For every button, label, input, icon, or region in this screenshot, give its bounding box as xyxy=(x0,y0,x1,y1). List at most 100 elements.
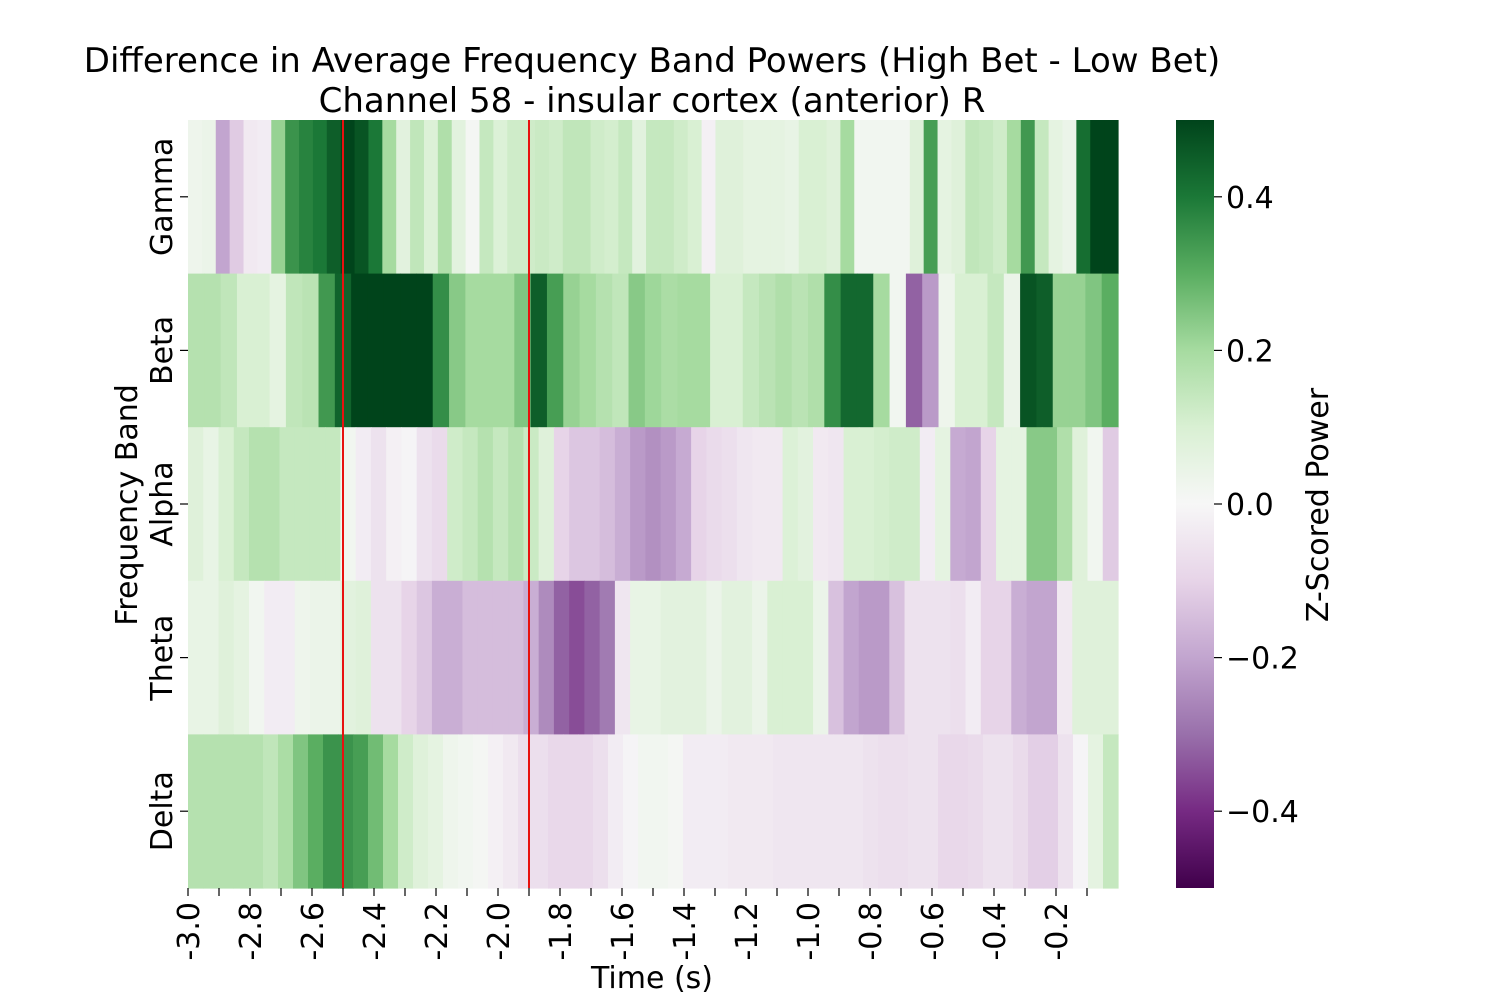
heatmap-cell xyxy=(599,580,616,735)
heatmap-cell xyxy=(548,734,564,889)
heatmap-cell xyxy=(797,427,814,582)
heatmap-cell xyxy=(743,120,758,275)
heatmap-cell xyxy=(590,120,606,275)
heatmap-cell xyxy=(980,427,997,582)
heatmap-cell xyxy=(715,120,730,275)
heatmap-cell xyxy=(1013,734,1029,889)
heatmap-cell xyxy=(721,580,738,735)
heatmap-cell xyxy=(1104,120,1119,275)
heatmap-cell xyxy=(632,120,647,275)
heatmap-cell xyxy=(1028,734,1044,889)
heatmap-cell xyxy=(264,427,281,582)
heatmap-cell xyxy=(848,734,864,889)
x-tick-label: -1.8 xyxy=(544,902,579,961)
heatmap-cell xyxy=(873,273,891,428)
heatmap-cell xyxy=(533,734,549,889)
heatmap-cell xyxy=(481,273,499,428)
colorbar-tick-label: 0.2 xyxy=(1226,334,1274,369)
colorbar-tick-label: −0.2 xyxy=(1226,642,1299,677)
heatmap-cell xyxy=(630,580,646,735)
heatmap-cell xyxy=(996,580,1012,735)
heatmap-cell xyxy=(299,120,314,275)
heatmap-cell xyxy=(687,120,703,275)
heatmap-cell xyxy=(447,427,464,582)
heatmap-cell xyxy=(954,273,972,428)
heatmap-cell xyxy=(644,273,662,428)
y-axis: Gamma Beta Alpha Theta Delta xyxy=(145,138,188,851)
heatmap-cell xyxy=(553,580,570,735)
colorbar-tick-label: −0.4 xyxy=(1226,795,1299,830)
heatmap-cell xyxy=(773,734,789,889)
heatmap-cell xyxy=(285,273,303,428)
heatmap-cell xyxy=(595,273,613,428)
heatmap-cell xyxy=(919,427,936,582)
heatmap-cell xyxy=(1020,273,1038,428)
heatmap-cell xyxy=(784,120,800,275)
heatmap-cell xyxy=(706,580,723,735)
colorbar-tick-label: 0.0 xyxy=(1226,488,1274,523)
heatmap-cell xyxy=(980,580,997,735)
heatmap-cell xyxy=(220,273,238,428)
heatmap-cell xyxy=(508,427,525,582)
heatmap-cell xyxy=(673,120,689,275)
heatmap-cell xyxy=(579,273,597,428)
heatmap-cell xyxy=(775,273,793,428)
heatmap-cell xyxy=(1101,273,1119,428)
heatmap-cell xyxy=(492,427,509,582)
heatmap-cell xyxy=(646,120,661,275)
x-axis: -3.0 -2.8 -2.6 -2.4 -2.2 -2.0 -1.8 -1.6 -1.4 -1.2… xyxy=(172,888,1088,961)
heatmap-cell xyxy=(503,734,519,889)
x-tick-label: -0.8 xyxy=(854,902,889,961)
heatmap-cell xyxy=(437,120,453,275)
heatmap-cell xyxy=(935,580,951,735)
heatmap-cell xyxy=(576,120,592,275)
heatmap-cell xyxy=(398,734,414,889)
heatmap-cell xyxy=(203,734,219,889)
x-tick-label: -1.6 xyxy=(606,902,641,961)
heatmap-cell xyxy=(614,580,631,735)
heatmap-cell xyxy=(488,734,504,889)
heatmap-cell xyxy=(279,580,296,735)
heatmap-cell xyxy=(614,427,631,582)
heatmap-cell xyxy=(492,580,509,735)
heatmap-cell xyxy=(840,120,855,275)
heatmap-cell xyxy=(523,427,540,582)
heatmap-cell xyxy=(788,734,804,889)
heatmap-cell xyxy=(803,734,819,889)
heatmap-cell xyxy=(706,427,723,582)
heatmap-cell xyxy=(386,427,403,582)
heatmap-cell xyxy=(729,120,744,275)
heatmap-cell xyxy=(1003,273,1021,428)
heatmap-cell xyxy=(882,120,897,275)
heatmap-cell xyxy=(659,120,675,275)
heatmap-cell xyxy=(236,273,254,428)
colorbar-ticks: 0.4 0.2 0.0 −0.2 −0.4 xyxy=(1214,181,1299,830)
heatmap-cell xyxy=(993,120,1008,275)
heatmap-cell xyxy=(386,580,403,735)
heatmap-cell xyxy=(507,120,522,275)
heatmap-cell xyxy=(188,580,204,735)
heatmap-cell xyxy=(691,580,707,735)
heatmap-cell xyxy=(308,734,324,889)
heatmap-cell xyxy=(546,273,564,428)
heatmap-cell xyxy=(863,734,879,889)
heatmap-cell xyxy=(818,734,834,889)
heatmap-cell xyxy=(1036,273,1054,428)
heatmap-cell xyxy=(413,734,429,889)
heatmap-cell xyxy=(782,427,799,582)
heatmap-cell xyxy=(563,734,579,889)
x-tick-label: -3.0 xyxy=(172,902,207,961)
heatmap-cell xyxy=(248,734,264,889)
heatmap-cell xyxy=(257,120,272,275)
heatmap-cell xyxy=(909,120,925,275)
heatmap-cell xyxy=(612,273,630,428)
heatmap-cell xyxy=(443,734,459,889)
heatmap-cell xyxy=(465,273,483,428)
heatmap-cell xyxy=(309,580,326,735)
heatmap-cell xyxy=(979,120,994,275)
y-tick-label: Beta xyxy=(145,316,180,385)
heatmap-cell xyxy=(1088,734,1104,889)
chart-title-line1: Difference in Average Frequency Band Pow… xyxy=(84,41,1220,81)
heatmap-cell xyxy=(462,427,479,582)
heatmap-cell xyxy=(263,734,279,889)
